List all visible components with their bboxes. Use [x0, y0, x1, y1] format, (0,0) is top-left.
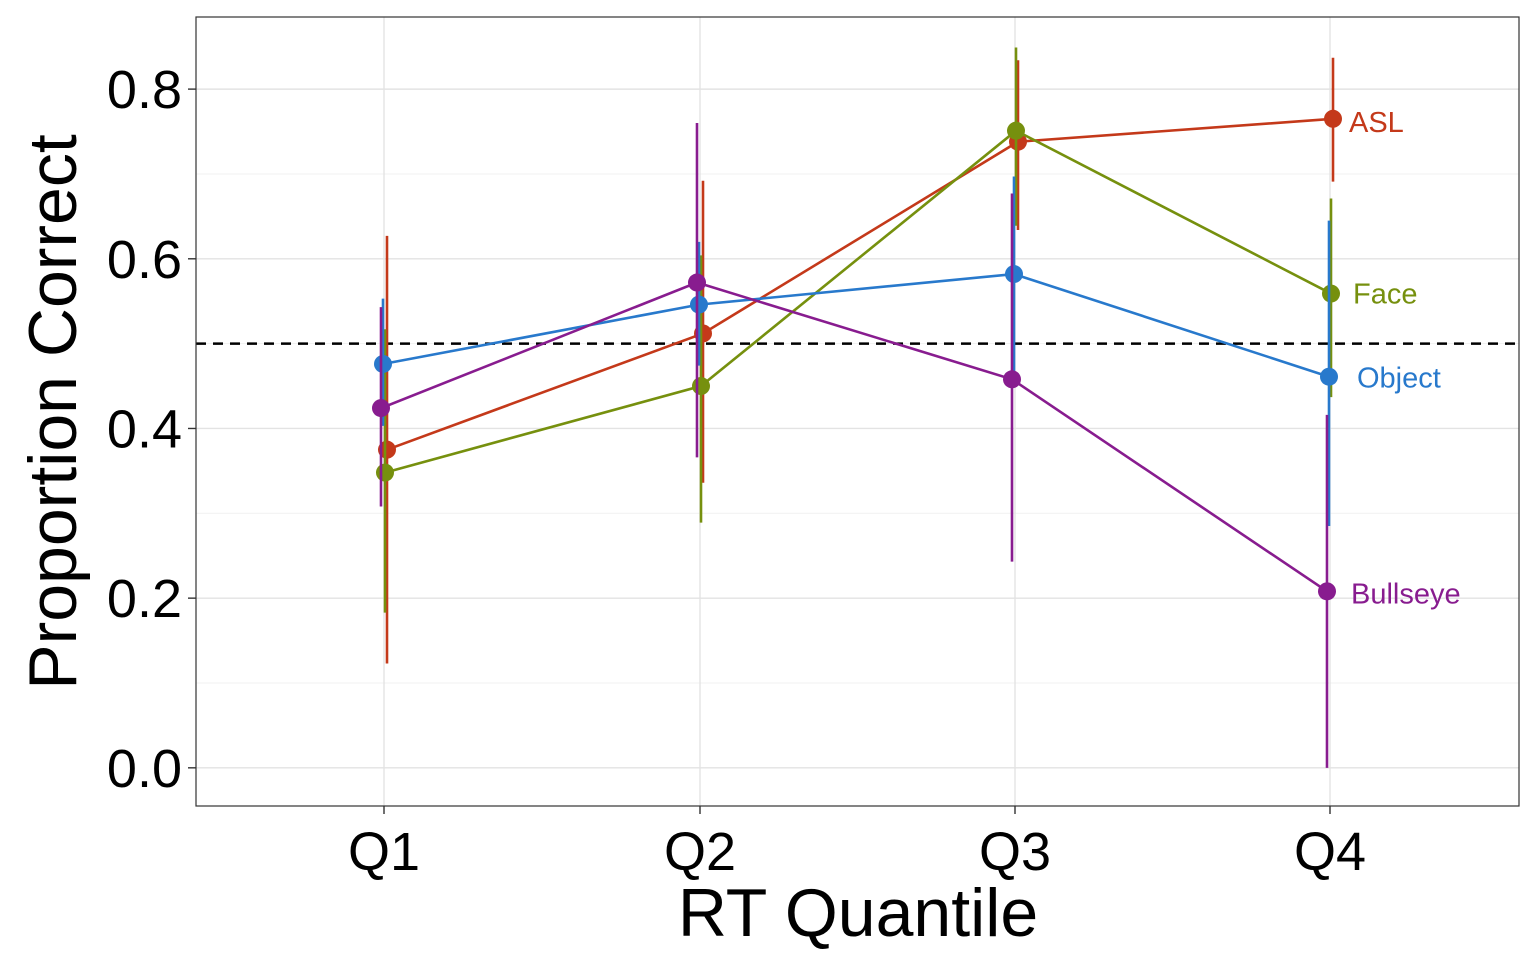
panel-border: [195, 16, 1520, 807]
data-point: [376, 463, 394, 482]
data-point: [372, 399, 390, 418]
series-label-bullseye: Bullseye: [1351, 578, 1461, 610]
data-point: [1322, 284, 1340, 303]
data-point: [688, 273, 706, 292]
data-point: [374, 354, 392, 373]
y-axis: 0.0 0.2 0.4 0.6 0.8: [107, 60, 196, 799]
data-point: [1318, 582, 1336, 601]
data-point: [1007, 121, 1025, 140]
series-line: [384, 129, 1332, 474]
series-face: Face: [376, 47, 1417, 613]
series-object: Object: [374, 176, 1441, 527]
series-line: [386, 117, 1334, 451]
y-tick-label: 0.8: [107, 60, 182, 120]
y-tick-label: 0.6: [107, 230, 182, 290]
x-tick-label: Q3: [979, 822, 1051, 882]
x-tick-label: Q2: [664, 822, 736, 882]
series-label-face: Face: [1353, 279, 1417, 311]
x-tick-label: Q4: [1294, 822, 1366, 882]
x-axis: Q1 Q2 Q3 Q4: [348, 806, 1366, 882]
y-tick-label: 0.4: [107, 399, 182, 459]
series-line: [380, 281, 1328, 593]
x-axis-title: RT Quantile: [678, 875, 1038, 951]
y-tick-label: 0.2: [107, 569, 182, 629]
series-asl: ASL: [378, 57, 1404, 664]
grid: [196, 17, 1519, 806]
x-tick-label: Q1: [348, 822, 420, 882]
data-point: [1003, 370, 1021, 389]
series-label-object: Object: [1357, 363, 1441, 395]
y-axis-title: Proportion Correct: [15, 134, 91, 690]
data-point: [1320, 367, 1338, 386]
data-point: [690, 295, 708, 314]
series-label-asl: ASL: [1349, 107, 1404, 139]
y-tick-label: 0.0: [107, 739, 182, 799]
data-point: [692, 377, 710, 396]
data-point: [1324, 109, 1342, 128]
data-point: [1005, 265, 1023, 284]
series-bullseye: Bullseye: [372, 123, 1461, 768]
series-line: [382, 272, 1330, 378]
data-point: [378, 440, 396, 459]
series-layer: ASL Face Object Bullseye: [372, 47, 1461, 768]
